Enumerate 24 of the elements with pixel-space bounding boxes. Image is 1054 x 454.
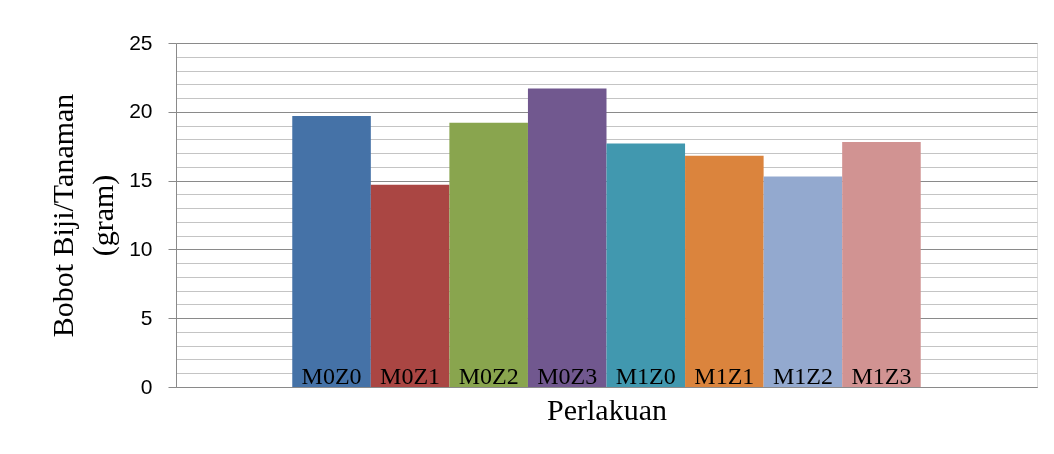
y-tick-label: 5 xyxy=(140,305,153,329)
series-label: M0Z0 xyxy=(301,363,362,389)
y-tick-label: 0 xyxy=(140,374,153,398)
bar xyxy=(842,142,921,387)
series-label: M1Z3 xyxy=(851,363,912,389)
bar xyxy=(370,184,450,387)
series-label: M1Z0 xyxy=(615,363,676,389)
bar xyxy=(449,122,528,387)
y-tick-label: 25 xyxy=(129,30,153,54)
bar xyxy=(763,176,843,387)
x-axis-title: Perlakuan xyxy=(547,392,667,426)
series-label: M1Z2 xyxy=(772,363,833,389)
series-label: M0Z1 xyxy=(380,363,441,389)
series-label: M0Z2 xyxy=(458,363,519,389)
bar xyxy=(685,155,764,387)
bar xyxy=(606,143,686,387)
series-label: M0Z3 xyxy=(537,363,598,389)
y-tick-label: 10 xyxy=(129,236,153,260)
bar xyxy=(292,115,371,387)
series-label: M1Z1 xyxy=(694,363,755,389)
bar xyxy=(527,88,607,387)
y-axis-title: Bobot Biji/Tanaman (gram) xyxy=(46,93,121,338)
y-tick-label: 15 xyxy=(129,168,153,192)
y-tick-label: 20 xyxy=(129,99,153,123)
